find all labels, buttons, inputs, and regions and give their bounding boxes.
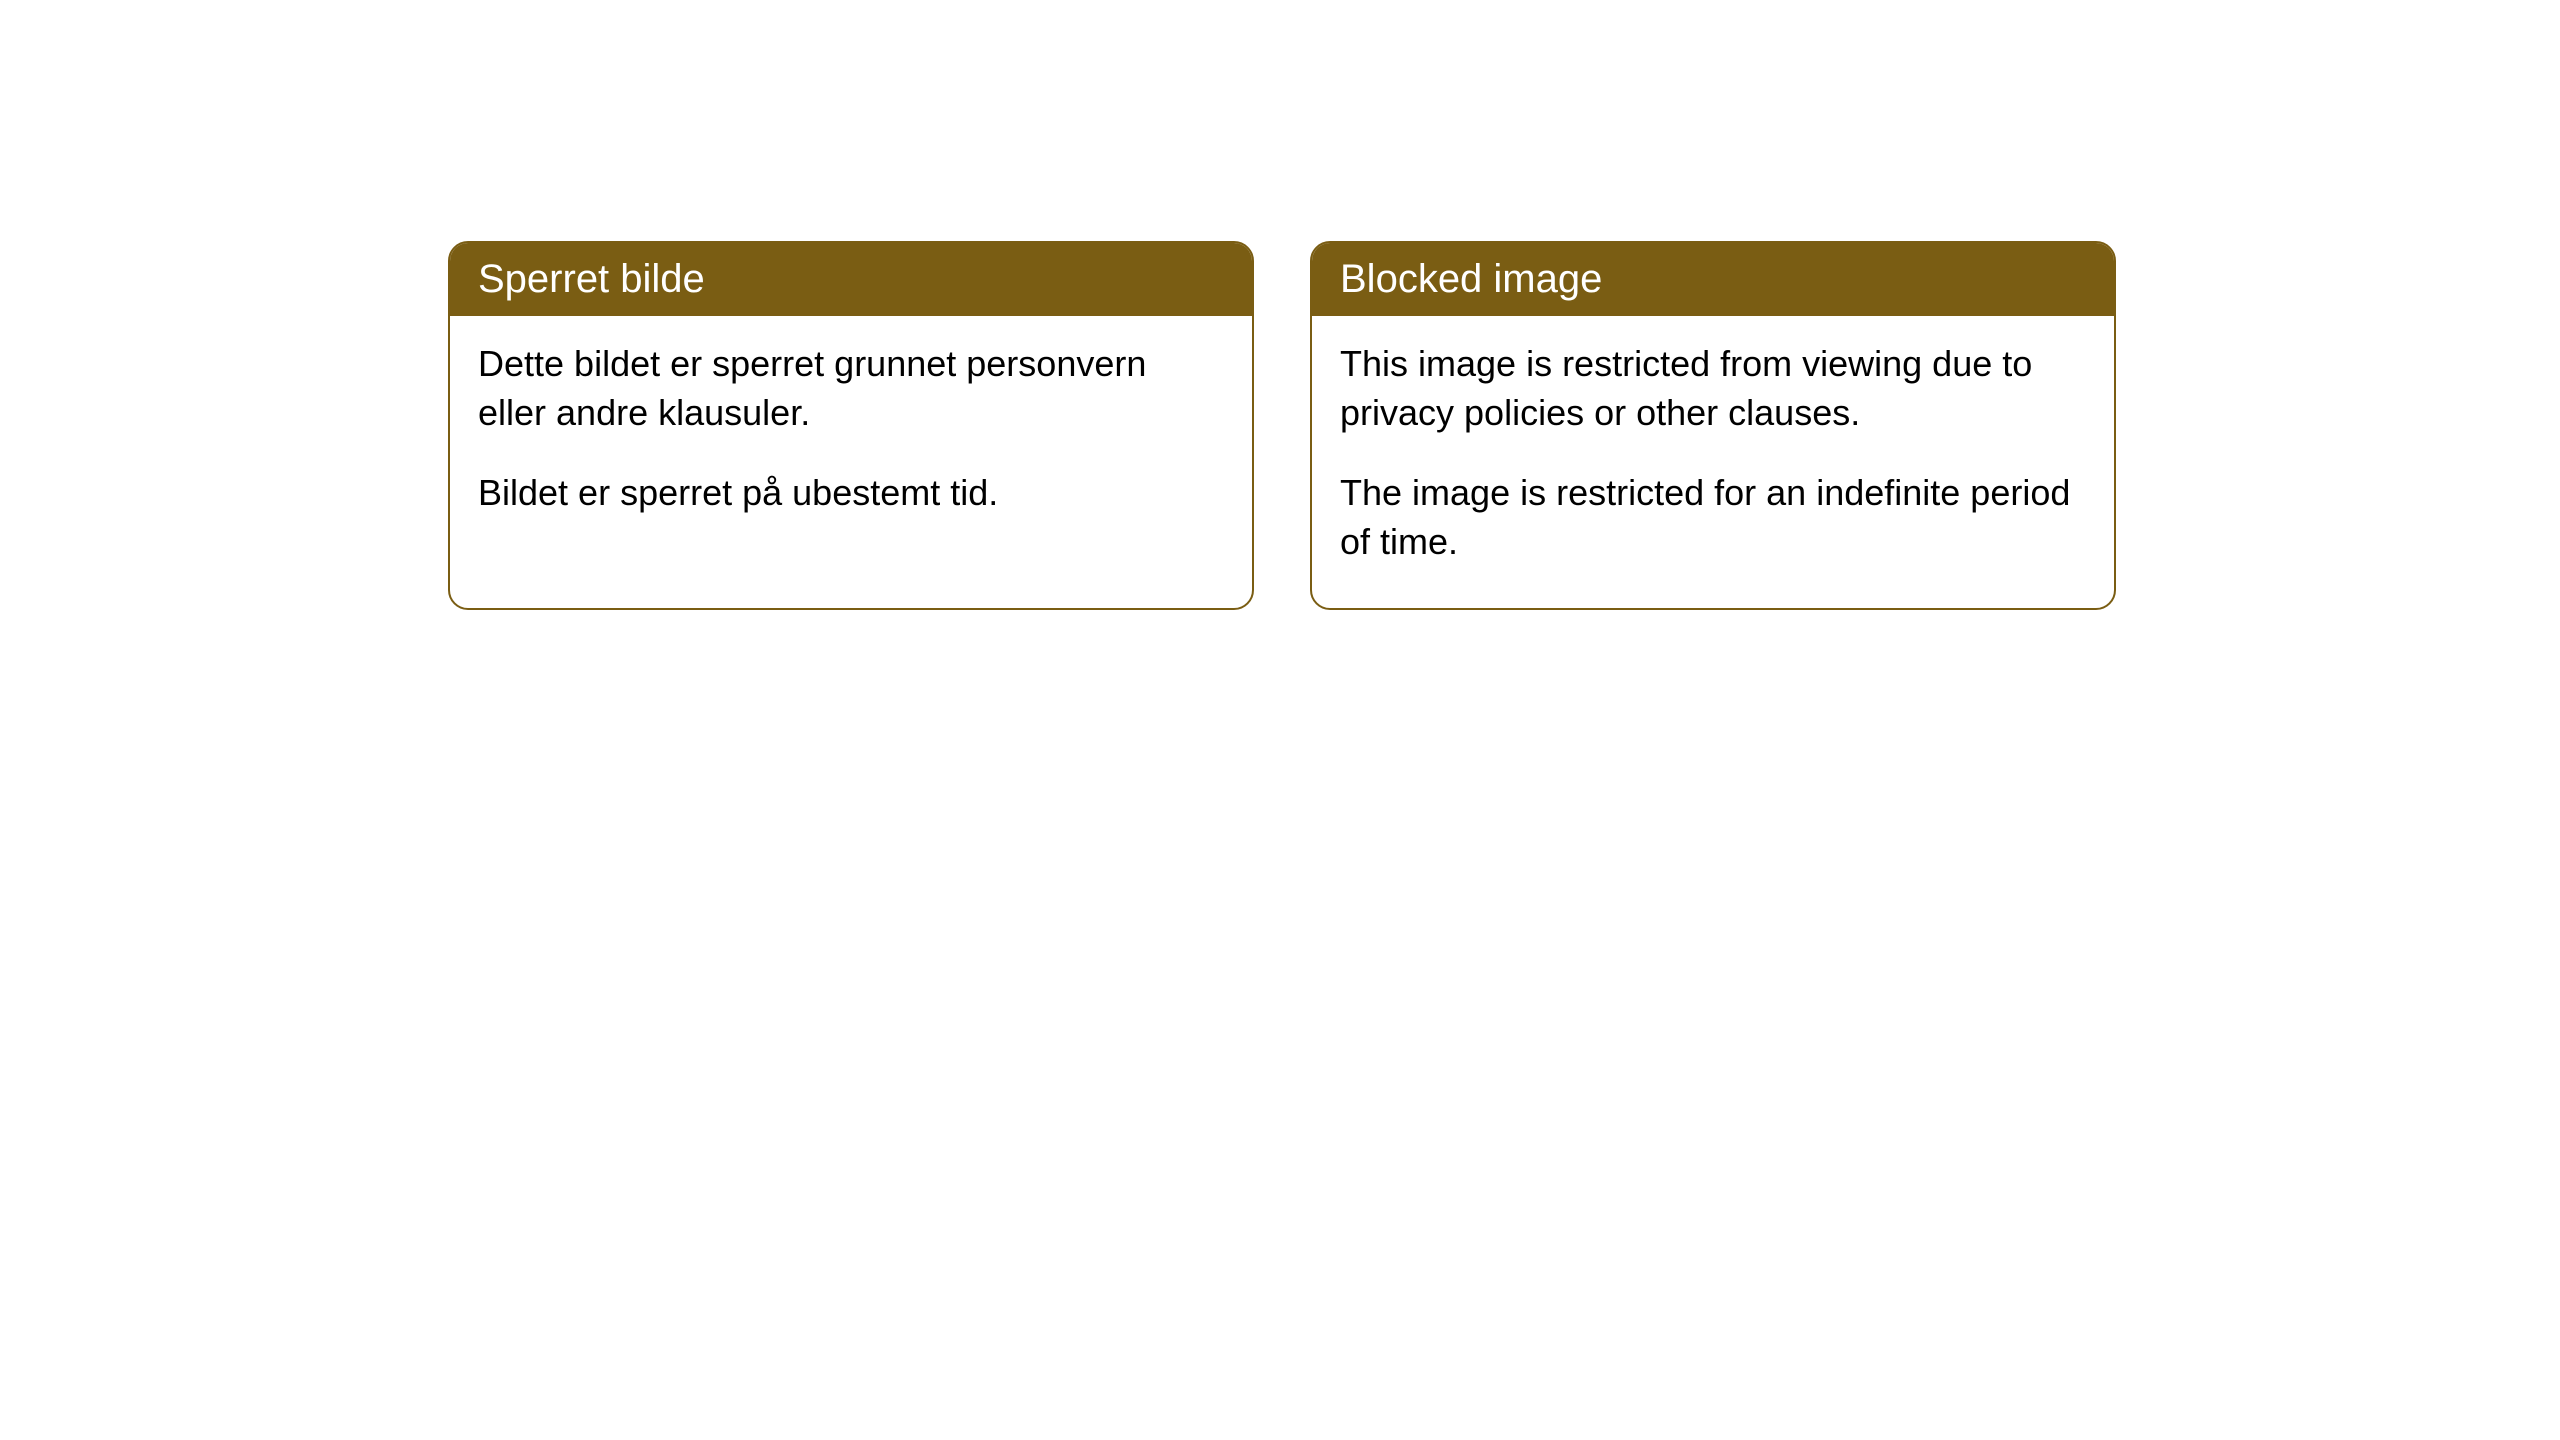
card-paragraph: Bildet er sperret på ubestemt tid. [478, 469, 1224, 518]
notice-card-norwegian: Sperret bilde Dette bildet er sperret gr… [448, 241, 1254, 610]
card-header: Sperret bilde [450, 243, 1252, 316]
card-title: Sperret bilde [478, 257, 705, 301]
card-header: Blocked image [1312, 243, 2114, 316]
notice-cards-container: Sperret bilde Dette bildet er sperret gr… [448, 241, 2116, 610]
card-body: Dette bildet er sperret grunnet personve… [450, 316, 1252, 560]
card-paragraph: The image is restricted for an indefinit… [1340, 469, 2086, 566]
notice-card-english: Blocked image This image is restricted f… [1310, 241, 2116, 610]
card-paragraph: Dette bildet er sperret grunnet personve… [478, 340, 1224, 437]
card-body: This image is restricted from viewing du… [1312, 316, 2114, 608]
card-paragraph: This image is restricted from viewing du… [1340, 340, 2086, 437]
card-title: Blocked image [1340, 257, 1602, 301]
